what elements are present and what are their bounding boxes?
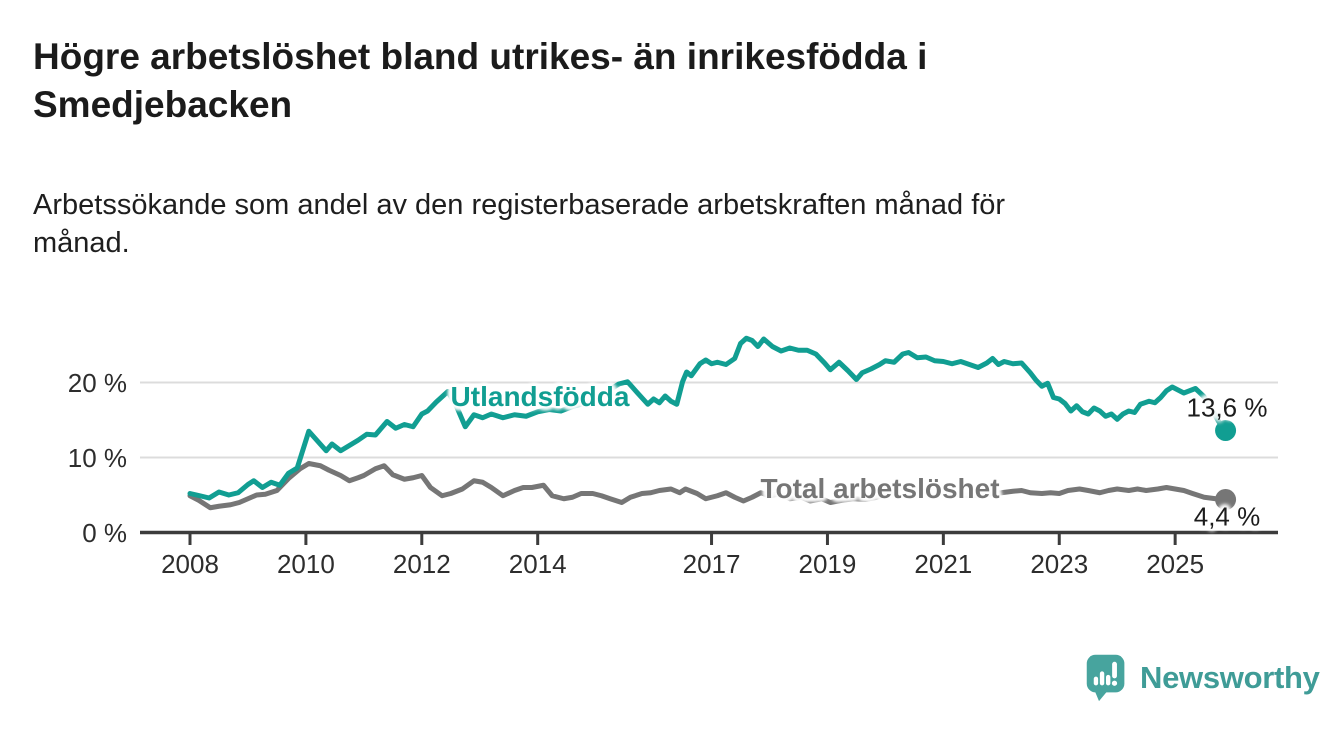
end-value-utlandsfodda: 13,6 % [1186, 392, 1268, 423]
end-dot-Total arbetslöshet [1215, 489, 1237, 510]
end-value-total-arbetsloshet: 4,4 % [1193, 501, 1261, 532]
newsworthy-logo-icon [1086, 654, 1125, 702]
x-tick-label-2017: 2017 [682, 549, 741, 579]
x-tick-label-2021: 2021 [914, 549, 973, 579]
chart-subtitle: Arbetssökande som andel av den registerb… [33, 186, 1005, 262]
title-line-2: Smedjebacken [33, 84, 293, 125]
y-tick-label-10: 10 % [67, 442, 127, 473]
x-tick-label-2025: 2025 [1146, 549, 1205, 579]
x-tick-label-2012: 2012 [392, 549, 451, 579]
subtitle-line-2: månad. [33, 227, 130, 259]
x-tick-label-2010: 2010 [276, 549, 335, 579]
end-dot-Utlandsfödda [1215, 420, 1237, 441]
x-tick-label-2008: 2008 [161, 549, 219, 579]
series-line-Total arbetslöshet [187, 461, 1229, 511]
series-label-utlandsfodda: Utlandsfödda [450, 381, 630, 412]
x-tick-label-2023: 2023 [1030, 549, 1089, 579]
title-line-1: Högre arbetslöshet bland utrikes- än inr… [33, 36, 928, 77]
series-label-total-arbetsloshet: Total arbetslöshet [760, 473, 1000, 504]
subtitle-line-1: Arbetssökande som andel av den registerb… [33, 189, 1006, 221]
series-line-Utlandsfödda [187, 335, 1229, 501]
y-tick-label-0: 0 % [82, 517, 127, 548]
newsworthy-logo: Newsworthy [1085, 653, 1320, 702]
newsworthy-brand-name: Newsworthy [1140, 659, 1320, 695]
y-tick-label-20: 20 % [67, 367, 127, 398]
x-tick-label-2014: 2014 [508, 549, 567, 579]
page-title: Högre arbetslöshet bland utrikes- än inr… [33, 33, 927, 129]
x-tick-label-2019: 2019 [798, 549, 857, 579]
